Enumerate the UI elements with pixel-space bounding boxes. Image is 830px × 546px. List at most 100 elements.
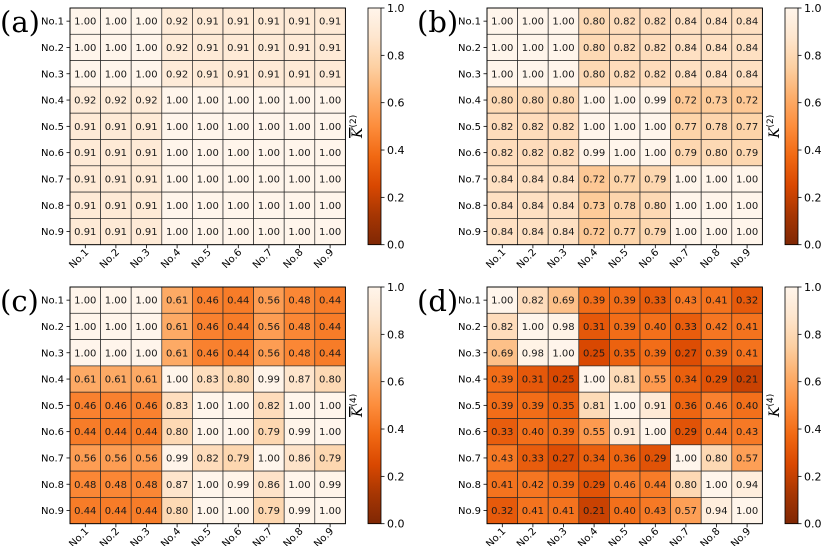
cell-value-label: 0.78 xyxy=(705,122,727,133)
heatmap-cell xyxy=(100,218,132,246)
heatmap-cell xyxy=(100,312,132,340)
heatmap-cell xyxy=(100,7,132,35)
y-tick-label: No.7 xyxy=(41,453,64,464)
cell-value-label: 0.91 xyxy=(258,17,280,28)
cell-value-label: 0.91 xyxy=(135,201,157,212)
heatmap-cell xyxy=(609,286,641,314)
cell-value-label: 0.91 xyxy=(105,148,127,159)
y-tick-label: No.1 xyxy=(458,17,481,28)
heatmap-cell xyxy=(192,312,224,340)
cell-value-label: 0.84 xyxy=(552,201,574,212)
cell-value-label: 0.91 xyxy=(258,43,280,54)
heatmap-cell xyxy=(486,444,518,472)
heatmap-cell xyxy=(100,139,132,167)
heatmap-cell xyxy=(517,470,549,498)
cell-value-label: 1.00 xyxy=(288,201,310,212)
cell-value-label: 0.29 xyxy=(583,480,605,491)
colorbar-tick-label: 0.8 xyxy=(387,49,405,62)
cell-value-label: 1.00 xyxy=(552,348,574,359)
y-tick-label: No.1 xyxy=(41,296,64,307)
heatmap-cell xyxy=(517,86,549,114)
cell-value-label: 1.00 xyxy=(319,227,341,238)
cell-value-label: 0.40 xyxy=(644,322,666,333)
cell-value-label: 1.00 xyxy=(227,227,249,238)
heatmap-cell xyxy=(486,112,518,140)
cell-value-label: 0.91 xyxy=(197,69,219,80)
cell-value-label: 0.56 xyxy=(135,453,157,464)
cell-value-label: 0.46 xyxy=(74,401,96,412)
cell-value-label: 1.00 xyxy=(736,506,758,517)
heatmap-cell xyxy=(609,191,641,219)
heatmap-cell xyxy=(130,497,163,525)
x-tick-label: No.5 xyxy=(607,526,631,546)
colorbar-tick-label: 1.0 xyxy=(387,281,405,294)
colorbar xyxy=(784,7,799,246)
heatmap-cell xyxy=(222,191,254,219)
cell-value-label: 0.79 xyxy=(258,427,280,438)
cell-value-label: 0.77 xyxy=(675,122,697,133)
cell-value-label: 0.91 xyxy=(258,69,280,80)
colorbar-label-base: K xyxy=(767,126,783,139)
cell-value-label: 0.79 xyxy=(319,453,341,464)
heatmap-cell xyxy=(192,60,224,88)
heatmap-cell xyxy=(283,365,316,393)
cell-value-label: 0.84 xyxy=(675,17,697,28)
colorbar-tick-label: 0.8 xyxy=(387,328,405,341)
y-tick-label: No.1 xyxy=(41,17,64,28)
cell-value-label: 0.91 xyxy=(288,43,310,54)
heatmap-cell xyxy=(670,33,702,61)
heatmap-cell xyxy=(69,391,101,419)
heatmap-cell xyxy=(700,165,733,193)
heatmap-cell xyxy=(130,444,163,472)
heatmap-cell xyxy=(731,312,763,340)
cell-value-label: 1.00 xyxy=(491,43,513,54)
cell-value-label: 0.46 xyxy=(135,401,157,412)
cell-value-label: 0.82 xyxy=(491,322,513,333)
cell-value-label: 0.84 xyxy=(552,174,574,185)
heatmap-cell xyxy=(639,7,671,35)
heatmap-cell xyxy=(731,112,763,140)
cell-value-label: 0.91 xyxy=(105,174,127,185)
heatmap-cell xyxy=(486,60,518,88)
heatmap-cell xyxy=(69,112,101,140)
heatmap-cell xyxy=(731,339,763,367)
heatmap-cell xyxy=(161,86,193,114)
x-tick-label: No.8 xyxy=(699,247,723,271)
cell-value-label: 1.00 xyxy=(319,427,341,438)
y-tick-label: No.8 xyxy=(458,201,481,212)
heatmap-cell xyxy=(130,60,163,88)
panel-letter: (d) xyxy=(417,284,458,318)
heatmap-cell xyxy=(517,7,549,35)
cell-value-label: 1.00 xyxy=(197,427,219,438)
heatmap-cell xyxy=(100,86,132,114)
heatmap-cell xyxy=(253,312,285,340)
cell-value-label: 0.48 xyxy=(288,322,310,333)
x-tick-label: No.8 xyxy=(282,526,306,546)
heatmap-cell xyxy=(670,191,702,219)
cell-value-label: 0.41 xyxy=(522,506,544,517)
cell-value-label: 0.25 xyxy=(552,375,574,386)
cell-value-label: 1.00 xyxy=(258,453,280,464)
cell-value-label: 0.80 xyxy=(227,375,249,386)
heatmap-cell xyxy=(314,444,346,472)
cell-value-label: 0.42 xyxy=(705,322,727,333)
cell-value-label: 0.91 xyxy=(105,227,127,238)
x-tick-label: No.1 xyxy=(484,526,508,546)
cell-value-label: 0.80 xyxy=(522,96,544,107)
x-tick-label: No.2 xyxy=(98,526,122,546)
cell-value-label: 0.46 xyxy=(197,322,219,333)
y-tick-label: No.7 xyxy=(458,174,481,185)
cell-value-label: 1.00 xyxy=(319,122,341,133)
heatmap-cell xyxy=(578,112,610,140)
cell-value-label: 1.00 xyxy=(105,348,127,359)
x-tick-label: No.1 xyxy=(67,247,91,271)
cell-value-label: 0.91 xyxy=(105,201,127,212)
colorbar-label-base: K xyxy=(350,126,366,139)
heatmap-cell xyxy=(192,218,224,246)
heatmap-cell xyxy=(700,470,733,498)
heatmap-cell xyxy=(517,60,549,88)
cell-value-label: 0.91 xyxy=(227,17,249,28)
heatmap-cell xyxy=(130,470,163,498)
cell-value-label: 0.99 xyxy=(258,375,280,386)
cell-value-label: 0.84 xyxy=(552,227,574,238)
